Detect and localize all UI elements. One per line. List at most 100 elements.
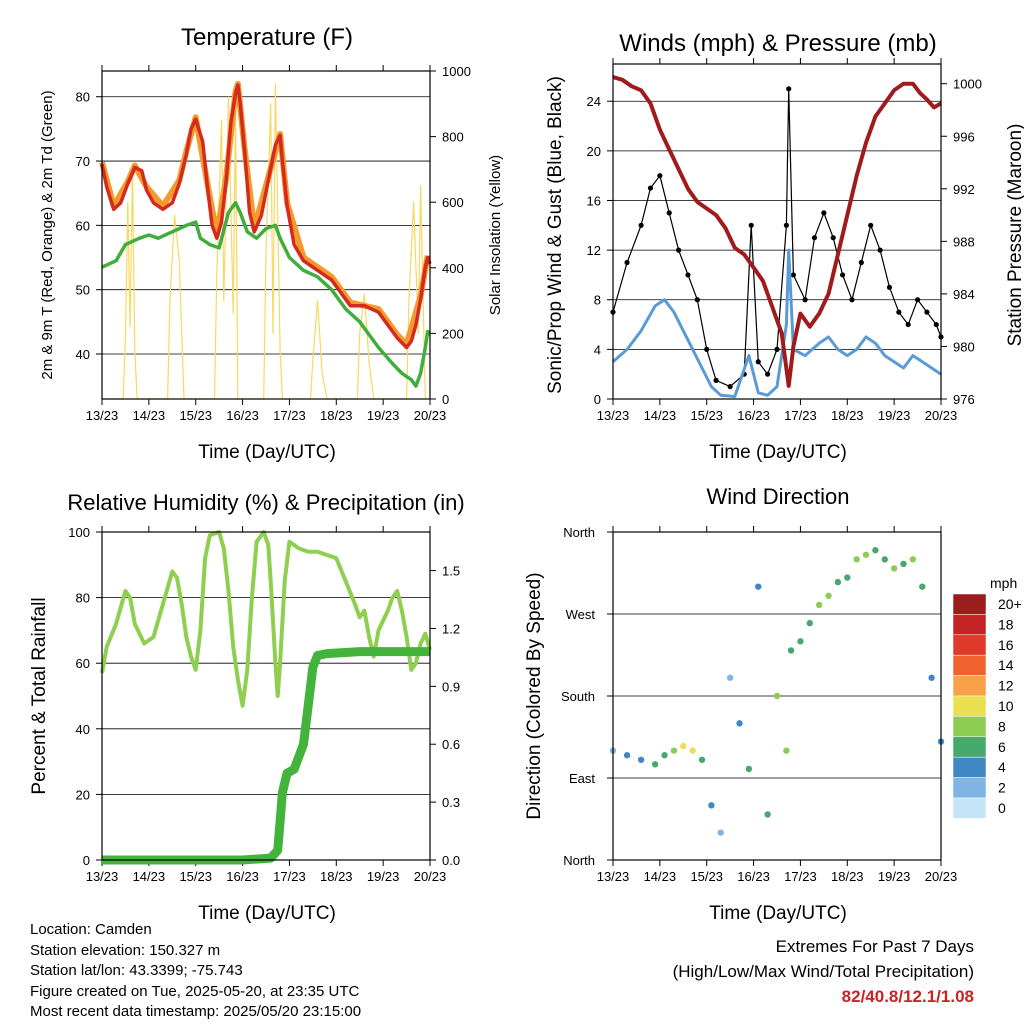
y2-tick-label: 1.5 <box>442 564 460 579</box>
series-rh-line <box>100 530 432 708</box>
legend-swatch <box>952 614 987 636</box>
x-tick-label: 14/23 <box>133 408 166 423</box>
legend-swatch <box>952 634 987 656</box>
y2-tick-label: 988 <box>953 234 975 249</box>
y-tick-label: 20 <box>587 144 601 159</box>
legend-label: 10 <box>998 698 1014 714</box>
y2-tick-label: 600 <box>442 195 464 210</box>
direction-point <box>797 638 804 645</box>
winds-ylabel-left: Sonic/Prop Wind & Gust (Blue, Black) <box>545 76 566 394</box>
y2-tick-label: 0.3 <box>442 795 460 810</box>
winds-ylabel-right: Station Pressure (Maroon) <box>1005 124 1024 347</box>
extremes-summary: Extremes For Past 7 Days (High/Low/Max W… <box>673 934 974 1009</box>
y-tick-label: 80 <box>76 591 90 606</box>
temperature-ylabel-left: 2m & 9m T (Red, Orange) & 2m Td (Green) <box>39 90 56 379</box>
legend-label: 2 <box>998 780 1006 796</box>
y2-tick-label: 976 <box>953 392 975 407</box>
legend-label: 6 <box>998 739 1006 755</box>
y-tick-label: 8 <box>594 293 601 308</box>
direction-point <box>881 556 888 563</box>
legend-swatch <box>952 756 987 778</box>
direction-point <box>773 692 781 700</box>
direction-point <box>890 565 898 572</box>
y-tick-label: 12 <box>587 243 601 258</box>
x-tick-label: 13/23 <box>86 869 119 884</box>
legend-swatch <box>952 654 987 676</box>
direction-point <box>862 551 870 558</box>
direction-point <box>689 747 696 754</box>
temperature-panel: Temperature (F) 2m & 9m T (Red, Orange) … <box>39 24 504 463</box>
extremes-title: Extremes For Past 7 Days <box>775 937 974 956</box>
x-tick-label: 16/23 <box>226 869 259 884</box>
legend-swatch <box>952 675 987 697</box>
legend-label: 0 <box>998 800 1006 816</box>
y-tick-label: East <box>569 771 595 786</box>
x-tick-label: 19/23 <box>367 869 400 884</box>
x-tick-label: 20/23 <box>414 408 447 423</box>
y-tick-label: 20 <box>76 787 90 802</box>
series-solar-line <box>102 83 426 400</box>
figure-created: Figure created on Tue, 2025-05-20, at 23… <box>30 982 360 1000</box>
y2-tick-label: 200 <box>442 326 464 341</box>
direction-point <box>825 592 832 599</box>
y-tick-label: 0 <box>594 392 601 407</box>
x-tick-label: 17/23 <box>784 408 817 423</box>
y2-tick-label: 800 <box>442 130 464 145</box>
x-tick-label: 14/23 <box>644 869 677 884</box>
y-tick-label: North <box>563 853 595 868</box>
y-tick-label: 4 <box>594 342 601 357</box>
extremes-values: 82/40.8/12.1/1.08 <box>841 987 974 1006</box>
direction-point <box>919 583 926 590</box>
direction-point <box>900 560 907 568</box>
x-tick-label: 13/23 <box>597 869 630 884</box>
y-tick-label: 50 <box>76 283 90 298</box>
plot-frame <box>612 531 942 861</box>
direction-xlabel: Time (Day/UTC) <box>709 903 847 924</box>
x-tick-label: 14/23 <box>644 408 677 423</box>
direction-point <box>698 756 706 763</box>
direction-point <box>806 619 813 627</box>
y-tick-label: 40 <box>76 347 90 362</box>
legend-swatch <box>952 777 987 799</box>
station-location: Location: Camden <box>30 921 152 938</box>
x-tick-label: 15/23 <box>179 869 212 884</box>
x-tick-label: 19/23 <box>878 408 911 423</box>
recent-timestamp: Most recent data timestamp: 2025/05/20 2… <box>30 1003 362 1020</box>
x-tick-label: 15/23 <box>690 869 723 884</box>
direction-point <box>736 720 743 727</box>
station-elevation: Station elevation: 150.327 m <box>30 941 221 959</box>
station-latlon: Station lat/lon: 43.3399; -75.743 <box>30 962 243 979</box>
legend-label: 18 <box>998 616 1014 632</box>
y-tick-label: 16 <box>587 193 601 208</box>
y2-tick-label: 0 <box>442 392 449 407</box>
winds-title: Winds (mph) & Pressure (mb) <box>619 30 936 57</box>
direction-point <box>717 829 724 836</box>
series-gust-line <box>612 88 942 388</box>
direction-point <box>726 674 734 681</box>
y2-tick-label: 992 <box>953 182 975 197</box>
legend-label: 4 <box>998 759 1006 775</box>
y2-tick-label: 1000 <box>442 64 471 79</box>
direction-point <box>661 752 668 759</box>
y2-tick-label: 0.0 <box>442 853 460 868</box>
direction-point <box>745 765 753 773</box>
direction-point <box>853 556 860 563</box>
x-tick-label: 13/23 <box>86 408 119 423</box>
y2-tick-label: 400 <box>442 261 464 276</box>
direction-point <box>815 601 823 609</box>
y-tick-label: North <box>563 525 595 540</box>
x-tick-label: 13/23 <box>597 408 630 423</box>
x-tick-label: 16/23 <box>737 408 770 423</box>
x-tick-label: 15/23 <box>690 408 723 423</box>
direction-point <box>764 811 771 818</box>
plot-frame <box>612 63 942 400</box>
legend-swatch <box>952 593 987 615</box>
direction-point <box>680 742 687 750</box>
series-wind-line <box>612 248 942 398</box>
direction-panel: Wind Direction Direction (Colored By Spe… <box>524 484 1022 924</box>
direction-point <box>670 747 678 754</box>
legend-label: 14 <box>998 657 1014 673</box>
y-tick-label: 24 <box>587 94 601 109</box>
y2-tick-label: 0.6 <box>442 737 460 752</box>
